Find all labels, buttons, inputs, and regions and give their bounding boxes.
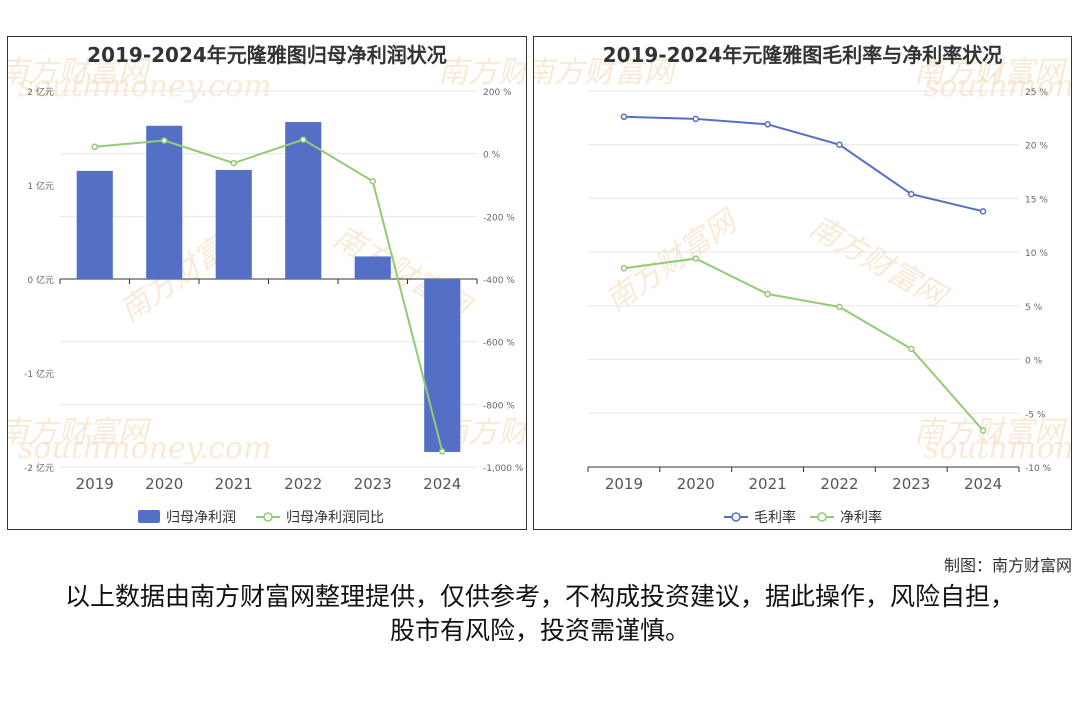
right-axis-tick-label: 20 % (1025, 142, 1048, 152)
series-line-1 (623, 257, 984, 432)
left-axis-tick-label: 1 亿元 (27, 180, 54, 192)
left-axis-tick-label: 0 亿元 (27, 274, 54, 286)
legend-swatch-point (731, 512, 741, 522)
yoy-point-2020 (161, 137, 168, 144)
yoy-line (94, 138, 444, 452)
chart-title: 2019-2024年元隆雅图归母净利润状况 (87, 43, 447, 67)
left-axis-tick-label: -2 亿元 (24, 462, 54, 474)
series-point-0-2020 (692, 115, 699, 123)
right-axis-tick-label: -600 % (483, 339, 515, 349)
right-axis-tick-label: 0 % (483, 151, 501, 161)
series-line-0 (623, 115, 984, 213)
x-tick-label: 2024 (423, 475, 461, 493)
left-axis-tick-label: 2 亿元 (27, 86, 54, 98)
disclaimer-text: 以上数据由南方财富网整理提供，仅供参考，不构成投资建议，据此操作，风险自担，股市… (64, 582, 1015, 645)
right-axis-tick-label: 10 % (1025, 249, 1048, 259)
x-tick-label: 2019 (76, 475, 114, 493)
right-axis-tick-label: 25 % (1025, 88, 1048, 98)
bar-2022 (285, 122, 322, 280)
x-tick-label: 2020 (677, 475, 715, 493)
series-point-1-2021 (764, 290, 771, 298)
x-tick-label: 2021 (215, 475, 253, 493)
series-point-1-2022 (836, 303, 843, 311)
series-point-1-2023 (908, 345, 915, 353)
x-tick-label: 2023 (354, 475, 392, 493)
x-tick-label: 2022 (284, 475, 322, 493)
x-tick-label: 2024 (964, 475, 1002, 493)
net-profit-chart: 200 % 0 % -200 % -400 % -600 % -800 % -1,000 %… (24, 86, 524, 526)
yoy-point-2024 (439, 448, 446, 455)
bar-2021 (215, 169, 252, 279)
yoy-point-2019 (91, 143, 98, 151)
x-tick-label: 2022 (820, 475, 858, 493)
chart-credit: 制图：南方财富网 (943, 556, 1072, 575)
yoy-point-2023 (369, 177, 376, 185)
right-axis-tick-label: 5 % (1025, 303, 1043, 313)
right-axis-tick-label: 15 % (1025, 195, 1048, 205)
right-axis-tick-label: -1,000 % (483, 464, 524, 474)
chart-panel-margins: 南方财富网 南方财富网 southmoney.com 南方财富网 南方财富网 南… (533, 36, 1072, 530)
x-tick-label: 2020 (145, 475, 183, 493)
legend-label: 净利率 (840, 509, 882, 526)
series-point-0-2022 (836, 141, 843, 148)
bar-2023 (354, 256, 391, 279)
legend-label: 毛利率 (754, 509, 796, 526)
legend-label: 归母净利润 (166, 509, 236, 526)
right-axis-tick-label: -800 % (483, 401, 515, 411)
series-point-0-2019 (620, 113, 628, 121)
bar-2024 (424, 279, 461, 452)
right-axis-tick-label: -10 % (1025, 464, 1052, 474)
series-point-1-2020 (692, 255, 699, 262)
chart-panel-net-profit: 南方财富网 southmoney.com 南方财富网 南方财富网 南方财富网 南… (7, 36, 527, 530)
series-point-1-2019 (620, 265, 628, 272)
series-point-0-2023 (908, 190, 915, 198)
series-point-1-2024 (979, 427, 987, 434)
legend-label: 归母净利润同比 (286, 509, 384, 526)
chart-title: 2019-2024年元隆雅图毛利率与净利率状况 (602, 43, 1003, 67)
right-axis-tick-label: 0 % (1025, 357, 1043, 367)
yoy-point-2022 (300, 136, 307, 143)
legend-swatch-bar (138, 510, 160, 523)
x-tick-label: 2021 (748, 475, 786, 493)
series-point-0-2021 (764, 121, 771, 128)
legend-swatch-point (817, 512, 827, 522)
left-axis-tick-label: -1 亿元 (24, 368, 54, 380)
bar-2019 (76, 170, 113, 279)
margins-chart: 25 % 20 % 15 % 10 % 5 % 0 % -5 % -10 % 2019 2020 2… (587, 88, 1052, 526)
right-axis-tick-label: -200 % (483, 213, 515, 223)
right-axis-tick-label: -5 % (1025, 410, 1046, 420)
bar-2020 (146, 125, 183, 279)
series-point-0-2024 (979, 208, 987, 215)
legend-swatch-point (263, 512, 273, 522)
x-tick-label: 2019 (605, 475, 643, 493)
right-axis-tick-label: -400 % (483, 276, 515, 286)
right-axis-tick-label: 200 % (483, 88, 512, 98)
yoy-point-2021 (230, 159, 237, 167)
x-tick-label: 2023 (892, 475, 930, 493)
